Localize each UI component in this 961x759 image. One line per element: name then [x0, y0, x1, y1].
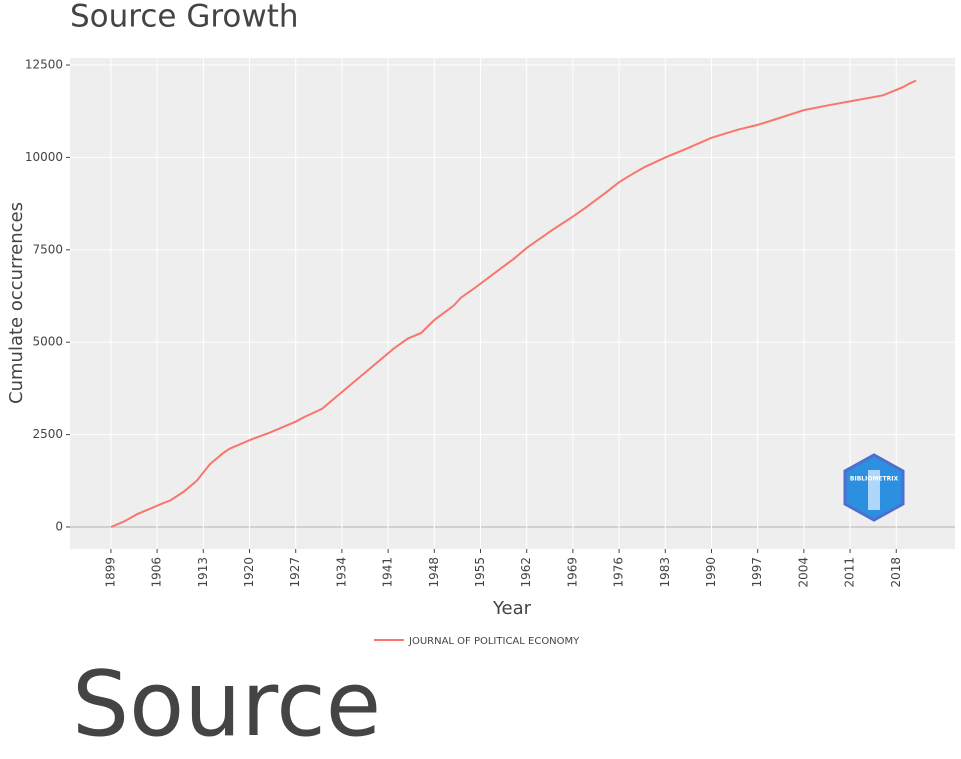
x-tick-label: 1962	[519, 557, 533, 588]
legend-label[interactable]: JOURNAL OF POLITICAL ECONOMY	[408, 636, 580, 647]
x-tick-label: 1948	[427, 557, 441, 588]
y-tick-label: 12500	[25, 58, 63, 72]
x-tick-label: 1913	[196, 557, 210, 588]
y-tick-label: 10000	[25, 150, 63, 164]
x-tick-label: 1927	[288, 557, 302, 588]
y-tick-label: 0	[55, 520, 63, 534]
x-tick-label: 1906	[150, 557, 164, 588]
x-tick-label: 2004	[796, 557, 810, 588]
logo-text: BIBLIOMETRIX	[850, 476, 899, 483]
x-tick-label: 1955	[473, 557, 487, 588]
x-tick-label: 1976	[612, 557, 626, 588]
plot-background	[70, 58, 955, 549]
logo: BIBLIOMETRIX	[843, 453, 905, 522]
x-tick-label: 2011	[843, 557, 857, 588]
x-tick-label: 1983	[658, 557, 672, 588]
x-tick-label: 1941	[381, 557, 395, 588]
y-tick-label: 7500	[32, 242, 63, 256]
x-tick-label: 1997	[750, 557, 764, 588]
y-tick-label: 5000	[32, 335, 63, 349]
x-tick-label: 1899	[103, 557, 117, 588]
y-axis-title: Cumulate occurrences	[6, 202, 27, 404]
x-axis-title: Year	[492, 598, 532, 619]
chart-title: Source Growth	[70, 0, 299, 35]
x-tick-label: 2018	[889, 557, 903, 588]
x-tick-label: 1969	[565, 557, 579, 588]
section-heading: Source	[72, 652, 381, 757]
line	[110, 79, 917, 528]
x-tick-label: 1920	[242, 557, 256, 588]
x-tick-label: 1990	[704, 557, 718, 588]
marks	[110, 79, 917, 528]
x-tick-label: 1934	[334, 557, 348, 588]
y-tick-label: 2500	[32, 427, 63, 441]
